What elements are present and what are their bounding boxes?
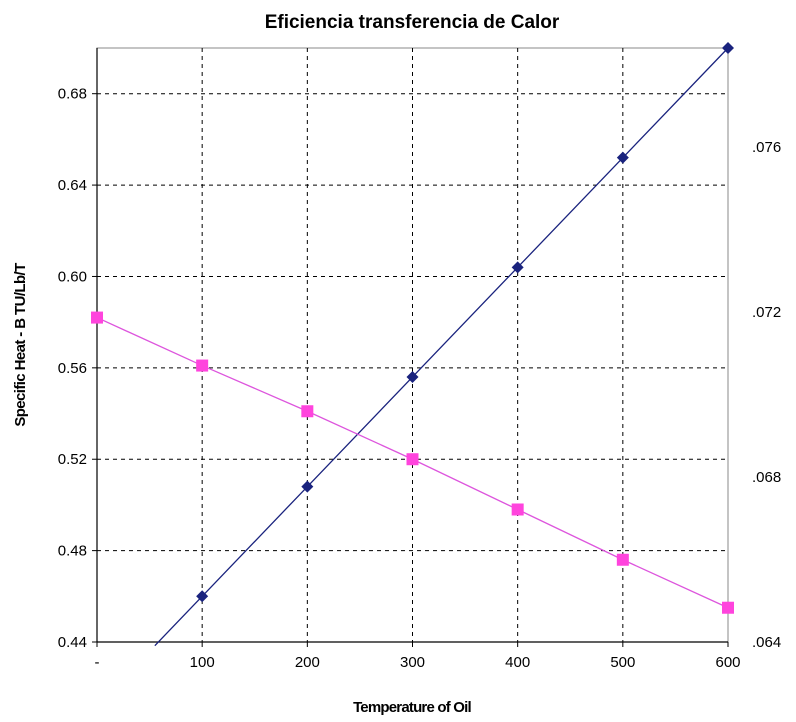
data-point-square <box>616 553 629 566</box>
y-tick-label: 0.48 <box>58 543 87 560</box>
data-point-diamond <box>196 590 209 603</box>
data-point-square <box>511 503 524 516</box>
y-tick-label: 0.68 <box>58 86 87 103</box>
y2-tick-labels: .064 .068 .072 .076 <box>752 139 781 651</box>
data-point-square <box>722 601 734 614</box>
x-tick-label: - <box>95 654 100 671</box>
x-tick-label: 100 <box>190 654 215 671</box>
series-group <box>91 42 734 647</box>
x-tick-label: 600 <box>715 654 740 671</box>
data-point-diamond <box>406 370 419 383</box>
data-point-square <box>196 359 209 372</box>
x-tick-label: 400 <box>505 654 530 671</box>
data-point-square <box>91 311 103 324</box>
y2-tick-label: .064 <box>752 634 781 651</box>
x-tick-label: 200 <box>295 654 320 671</box>
y-tick-label: 0.52 <box>58 451 87 468</box>
x-tick-label: 300 <box>400 654 425 671</box>
data-point-diamond <box>511 261 524 274</box>
x-tick-label: 500 <box>610 654 635 671</box>
y-axis-title: Specific Heat - B TU/Lb/T <box>12 263 29 427</box>
data-point-diamond <box>616 151 629 164</box>
data-point-square <box>301 405 314 418</box>
chart-title: Eficiencia transferencia de Calor <box>265 12 560 33</box>
y-tick-label: 0.64 <box>58 177 87 194</box>
data-point-diamond <box>722 42 734 54</box>
data-point-square <box>406 453 419 466</box>
y-tick-label: 0.56 <box>58 360 87 377</box>
y2-tick-label: .068 <box>752 469 781 486</box>
x-axis-title: Temperature of Oil <box>353 699 471 716</box>
y-tick-label: 0.60 <box>58 268 87 285</box>
y2-tick-label: .072 <box>752 304 781 321</box>
data-point-diamond <box>301 480 314 493</box>
axes <box>92 48 729 647</box>
x-tick-labels: - 100 200 300 400 500 600 <box>95 654 741 671</box>
y2-tick-label: .076 <box>752 139 781 156</box>
y-tick-label: 0.44 <box>58 634 87 651</box>
y-tick-labels: 0.44 0.48 0.52 0.56 0.60 0.64 0.68 <box>58 86 87 651</box>
